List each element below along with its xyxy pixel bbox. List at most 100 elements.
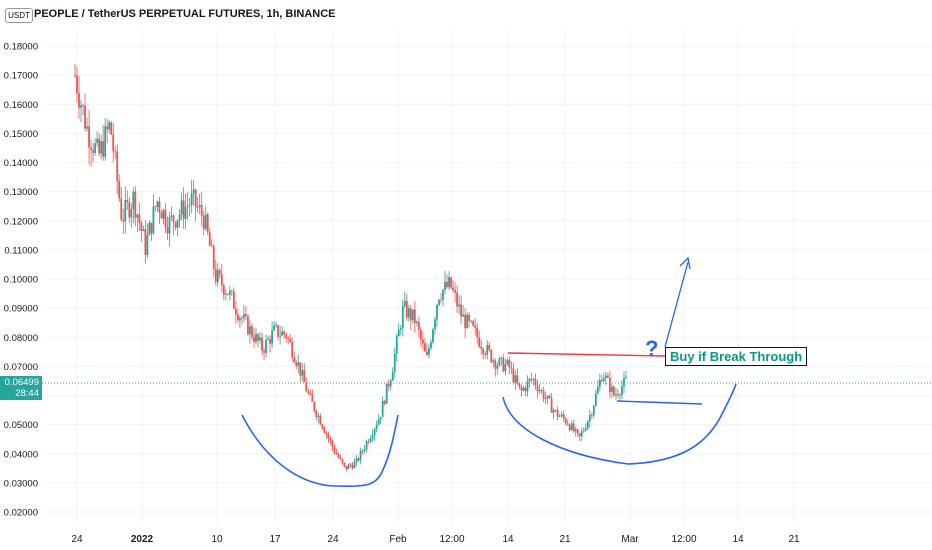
x-tick-label: 2022: [131, 534, 154, 545]
candle-body: [462, 314, 465, 317]
candle-body: [504, 364, 507, 372]
candle-body: [176, 219, 179, 228]
candle-body: [297, 362, 300, 366]
x-tick-label: 17: [269, 534, 281, 545]
candle-body: [570, 423, 573, 431]
candle-body: [582, 430, 585, 432]
candle-body: [228, 290, 231, 295]
candle-body: [154, 206, 157, 208]
note-label[interactable]: Buy if Break Through: [665, 347, 808, 366]
candle-body: [478, 337, 481, 347]
candle-body: [156, 201, 159, 207]
candle-body: [243, 314, 245, 319]
last-price-tag: 0.06499 28:44: [0, 376, 42, 400]
candle-body: [118, 180, 121, 199]
candle-body: [255, 334, 257, 342]
candle-body: [522, 388, 525, 391]
candle-body: [397, 329, 400, 337]
candle-body: [74, 75, 76, 76]
time-axis[interactable]: 24 2022 10 17 24 Feb 12:00 14 21 Mar 12:00 14 21: [71, 534, 800, 545]
candle-body: [399, 328, 402, 330]
resistance-line[interactable]: [507, 352, 666, 357]
candle-body: [303, 369, 306, 382]
candle-body: [323, 428, 326, 433]
candle-body: [546, 395, 549, 399]
candle-body: [470, 320, 473, 322]
left-cup-curve[interactable]: [241, 414, 399, 488]
candle-body: [375, 424, 378, 429]
candle-body: [540, 390, 543, 391]
support-line[interactable]: [616, 400, 703, 405]
candle-body: [411, 309, 414, 321]
right-cup-curve[interactable]: [502, 383, 737, 465]
candle-body: [395, 336, 398, 354]
candle-body: [393, 353, 396, 372]
candle-body: [458, 304, 460, 307]
candle-body: [88, 126, 90, 148]
candle-body: [204, 214, 207, 229]
y-tick-label: 0.03000: [4, 478, 38, 489]
candle-body: [625, 376, 627, 378]
candle-body: [84, 105, 86, 129]
candle-body: [112, 134, 115, 152]
candle-body: [617, 394, 619, 396]
candle-body: [486, 344, 489, 355]
candle-body: [448, 277, 450, 288]
candle-body: [289, 338, 292, 343]
candle-body: [238, 317, 241, 321]
candle-body: [162, 209, 165, 219]
candle-body: [566, 423, 569, 425]
candle-body: [488, 344, 491, 350]
candle-body: [508, 359, 511, 368]
candle-body: [621, 386, 623, 395]
candle-body: [180, 200, 183, 215]
x-tick-label: 24: [71, 534, 83, 545]
candle-body: [482, 348, 485, 354]
candle-body: [90, 147, 92, 151]
candle-body: [438, 299, 440, 305]
breakout-arrow-shaft[interactable]: [664, 261, 689, 348]
candle-body: [580, 431, 583, 437]
candle-body: [152, 206, 155, 234]
candle-body: [94, 143, 97, 153]
candle-body: [249, 326, 251, 335]
candle-body: [96, 138, 99, 144]
candle-body: [417, 321, 420, 330]
candle-body: [142, 229, 145, 231]
candle-body: [275, 325, 277, 327]
candle-body: [401, 305, 404, 329]
candle-body: [532, 378, 535, 380]
bar-countdown: 28:44: [15, 388, 39, 399]
candle-body: [506, 359, 509, 365]
candle-body: [363, 449, 366, 451]
candle-body: [568, 424, 571, 431]
candle-body: [562, 414, 565, 419]
candle-body: [128, 202, 131, 218]
candle-body: [387, 383, 390, 387]
candle-body: [615, 394, 617, 396]
candle-body: [174, 222, 177, 228]
question-mark-annotation[interactable]: ?: [645, 336, 659, 361]
candle-body: [150, 222, 153, 234]
candle-body: [184, 206, 187, 219]
candle-body: [230, 290, 233, 292]
candle-body: [419, 329, 422, 340]
currency-badge[interactable]: USDT: [5, 8, 33, 23]
candle-body: [190, 193, 193, 206]
x-tick-label: 21: [788, 534, 800, 545]
candle-body: [200, 204, 203, 216]
y-tick-label: 0.05000: [4, 420, 38, 431]
candle-body: [424, 343, 426, 352]
candle-body: [140, 222, 143, 231]
candle-body: [122, 219, 125, 222]
candle-body: [78, 93, 80, 108]
price-axis[interactable]: 0.18000 0.17000 0.16000 0.15000 0.14000 0.130…: [4, 42, 38, 519]
candle-body: [421, 339, 424, 344]
candle-body: [480, 346, 483, 349]
candle-body: [198, 204, 201, 208]
candle-body: [269, 338, 271, 344]
candle-body: [341, 458, 344, 463]
candle-body: [224, 293, 227, 295]
candle-body: [512, 368, 515, 383]
